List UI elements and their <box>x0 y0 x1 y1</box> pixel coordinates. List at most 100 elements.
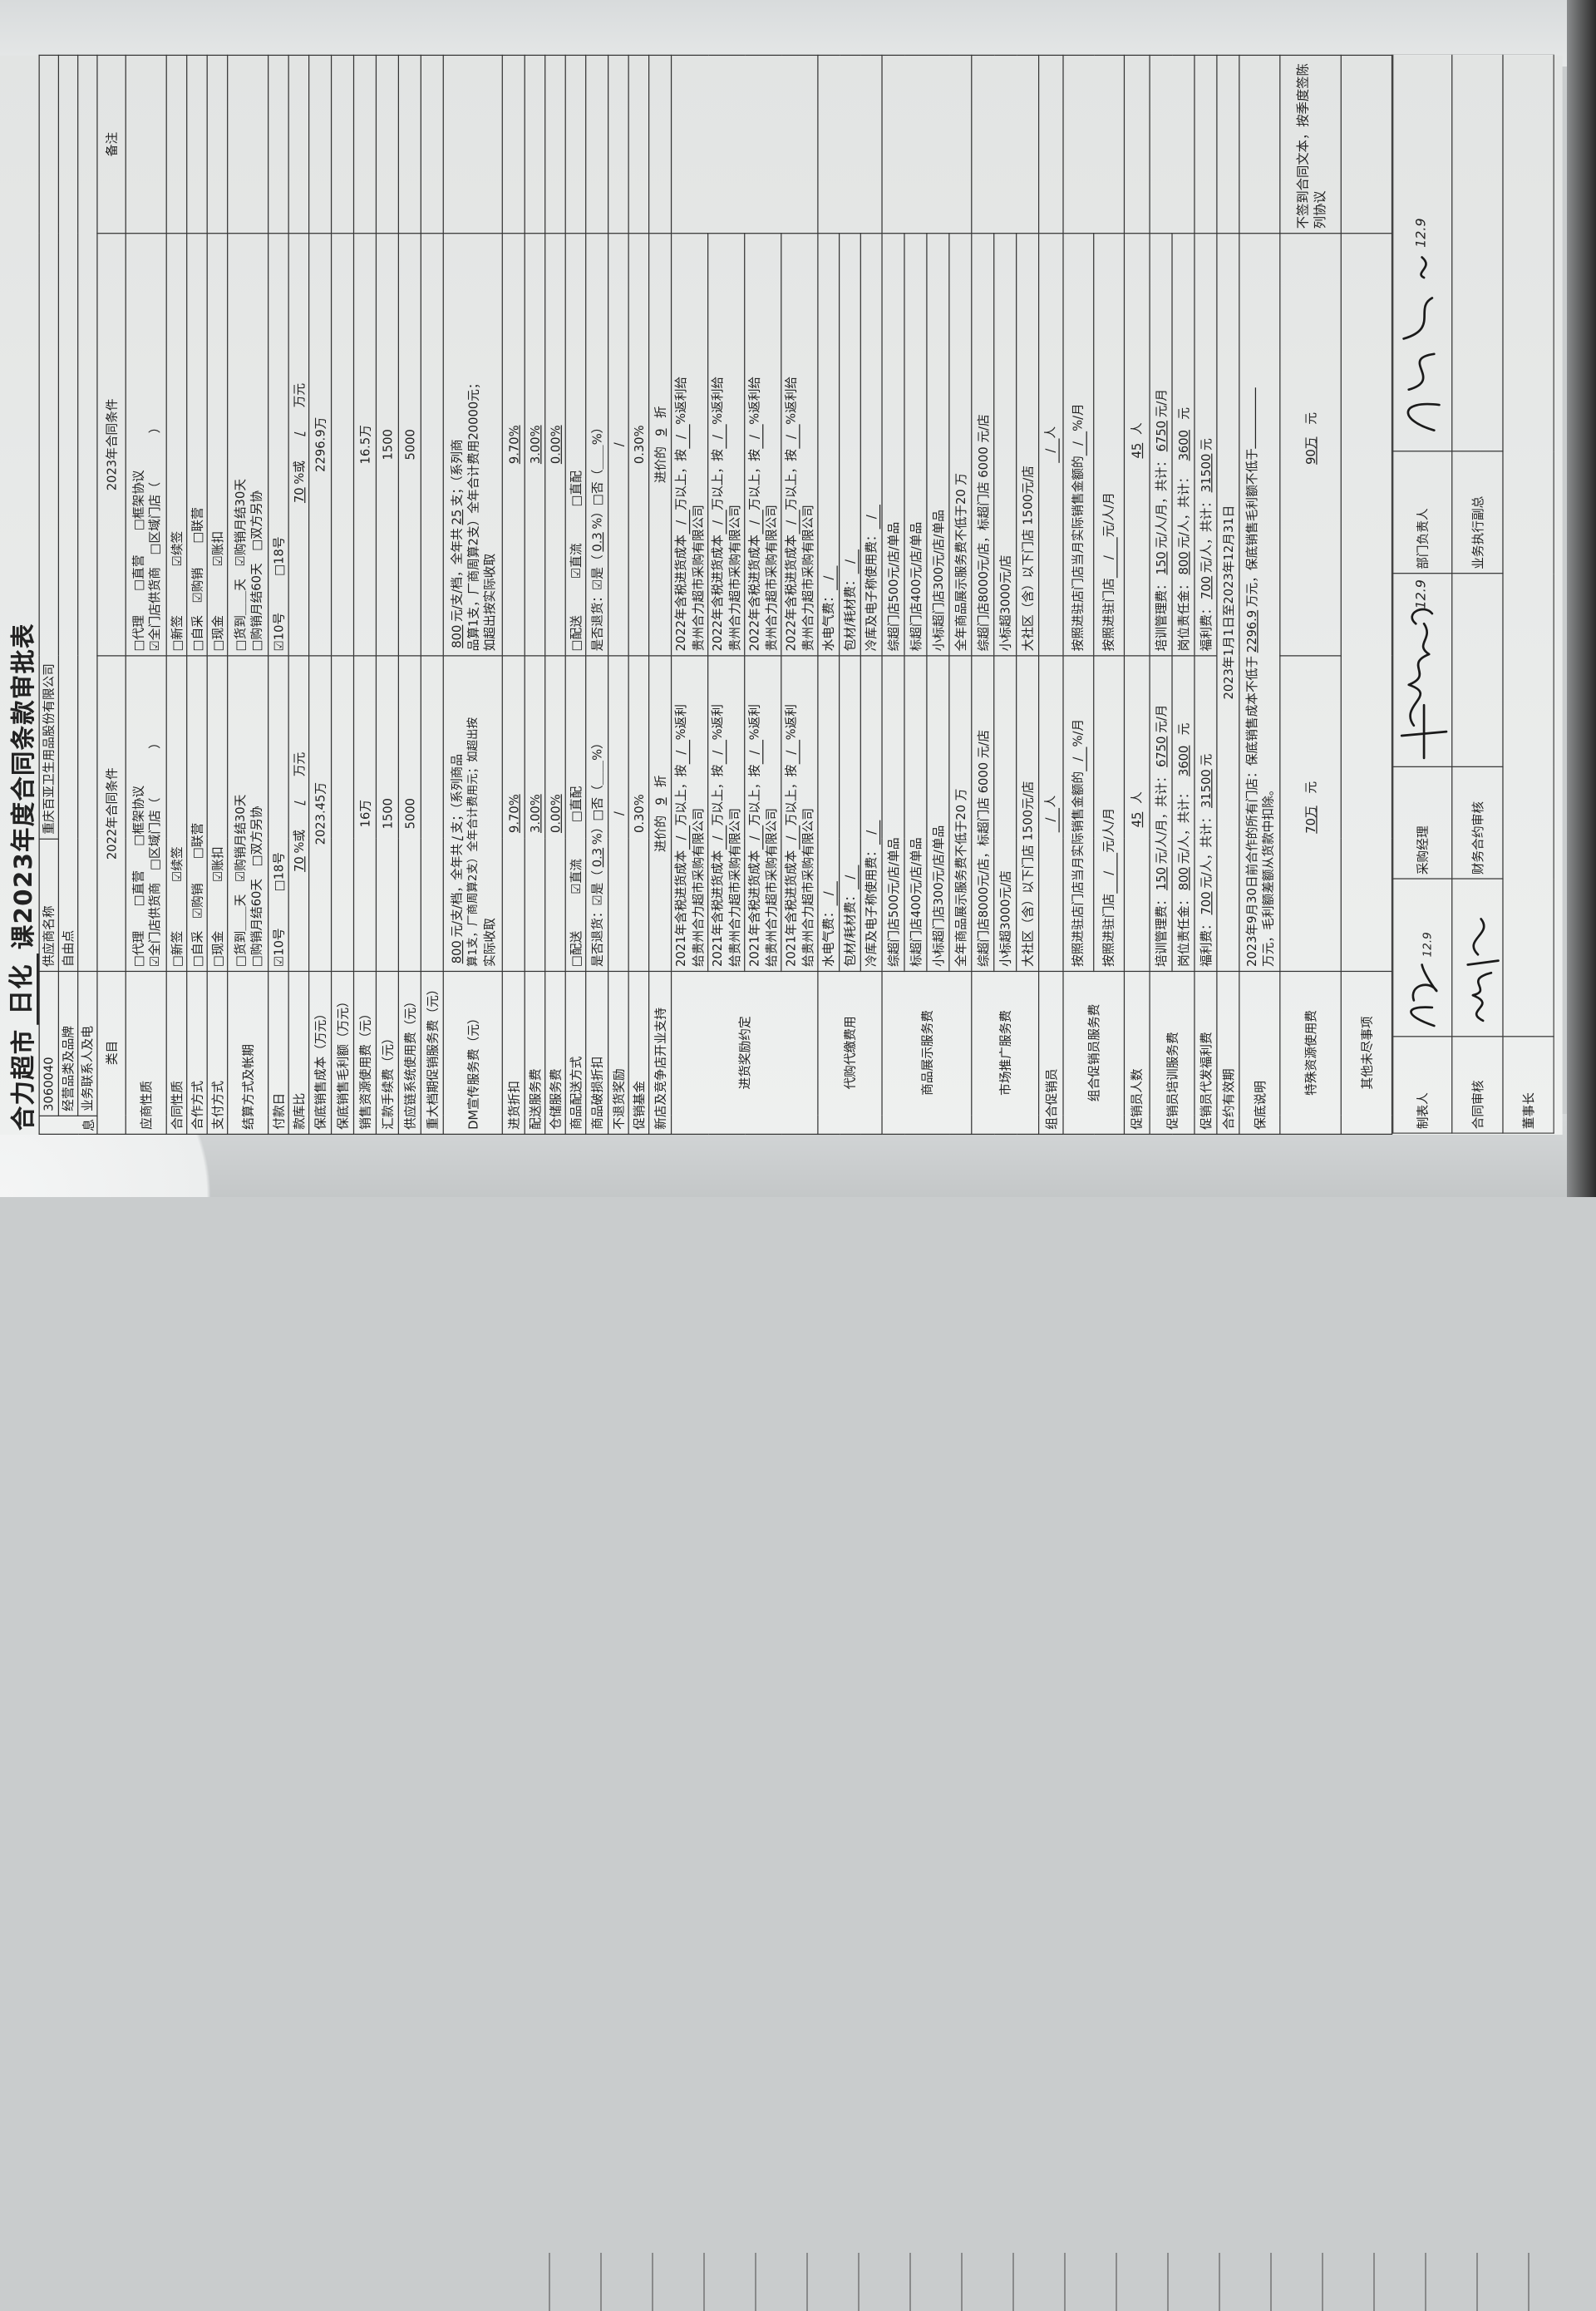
value-2022 <box>331 655 354 972</box>
training-text: 培训管理费： <box>1153 578 1169 652</box>
contract-review-signature[interactable] <box>1451 879 1503 1037</box>
combo-fee-unit: %/月 <box>1071 403 1086 431</box>
checkbox-line[interactable]: □现金 ☑账扣 <box>207 655 228 972</box>
exec-vp-signature[interactable] <box>1451 55 1503 452</box>
remark-cell <box>525 55 545 234</box>
checkbox-line[interactable]: □自采 ☑购销 □联营 <box>186 233 208 656</box>
special-fee-2023: 90万 <box>1303 436 1318 465</box>
display-item: 标超门店400元/店/单品 <box>904 655 927 972</box>
deposit-total: 3600 <box>1175 430 1191 461</box>
checkbox-line[interactable]: ☑10号 □18号 <box>268 655 289 972</box>
marketing-item: 大社区（含）以下门店 1500元/店 <box>1016 655 1039 972</box>
checkbox-line[interactable]: □现金 ☑账扣 <box>207 233 228 656</box>
ratio-percent: 70 <box>291 487 306 504</box>
marketing-item: 综超门店8000元/店，标超门店 6000 元/店 <box>971 233 994 656</box>
damage-text[interactable]: %）□否（＿＿%） <box>589 421 604 530</box>
remark-cell <box>608 55 629 234</box>
value-2022: 9.70% <box>506 794 521 834</box>
remark-header: 备注 <box>96 55 126 234</box>
combo-fee-amount: / <box>1100 537 1118 579</box>
chairman-signature[interactable] <box>1502 55 1554 1037</box>
rebate-text: 2021年含税进货成本 <box>783 850 799 967</box>
checkbox-line[interactable]: □货到＿＿天 ☑购销月结30天 <box>232 478 247 652</box>
checkbox-line[interactable]: □货到＿＿天 ☑购销月结30天 <box>232 794 247 967</box>
special-resource-row: 特殊资源使用费 70万元 90万元 不签到合同文本，按季度签陈列协议 <box>1279 55 1342 1135</box>
damage-percent: 0.3 <box>589 847 604 868</box>
preparer-label: 制表人 <box>1392 1037 1452 1134</box>
welfare-rate: 700 <box>1198 891 1213 915</box>
rebate-text: 2021年含税进货成本 <box>710 850 725 967</box>
welfare-text: 元/人，共计： <box>1198 495 1213 574</box>
remark-cell <box>1216 55 1239 234</box>
rebate-percent: / <box>782 740 800 765</box>
damage-text[interactable]: 是否退货：☑是（ <box>589 870 604 967</box>
row-label: 合作方式 <box>186 971 208 1135</box>
marketing-item: 大社区（含）以下门店 1500元/店 <box>1016 233 1039 656</box>
rebate-amount: / <box>709 825 727 850</box>
row-label: 其他未尽事项 <box>1341 971 1392 1135</box>
damage-text[interactable]: 是否退货：☑是（ <box>589 554 604 652</box>
dm-price: 800 <box>449 940 464 964</box>
signoff-table: 制表人 12.9 采购经理 12.9 部门负责人 <box>1392 55 1554 1134</box>
rebate-percent: / <box>746 424 764 450</box>
row-label: 代购代缴费用 <box>817 971 883 1135</box>
rebate-text: %返利 <box>710 704 725 741</box>
rebate-text: 万以上，按 <box>710 449 725 510</box>
row-label: 促销员培训服务费 <box>1150 971 1195 1135</box>
row-label: 保底说明 <box>1239 971 1280 1135</box>
finance-review-signature[interactable] <box>1451 574 1503 767</box>
guarantee-margin-blank <box>1254 387 1256 449</box>
dm-text: 如超出按实际收取 <box>481 553 496 652</box>
other-matters-row: 其他未尽事项 <box>1341 55 1392 1135</box>
checkbox-line[interactable]: □自采 ☑购销 □联营 <box>186 655 208 972</box>
combo-fee-text: 按照进驻店门店当月实际销售金额的 <box>1071 456 1086 652</box>
checkbox-line[interactable]: □新签 ☑续签 <box>166 233 187 656</box>
rebate-amount: / <box>672 510 691 535</box>
supplier-name-label: 供应商名称 <box>39 839 59 972</box>
remark-cell <box>166 55 187 234</box>
row-label: 汇款手续费（元） <box>376 971 399 1135</box>
checkbox-line[interactable]: ☑全门店供货商 □区域门店（ ） <box>146 737 162 967</box>
contract-review-label: 合同审核 <box>1451 1037 1503 1134</box>
checkbox-line[interactable]: □配送 ☑直流 □直配 <box>565 233 586 656</box>
row-label: 重大档期促销服务费（元） <box>421 971 444 1135</box>
preparer-signature[interactable]: 12.9 <box>1392 879 1452 1037</box>
rebate-text: 给贵州合力超市采购有限公司 <box>764 807 779 967</box>
display-item: 小标超门店300元/店/单品 <box>926 233 949 656</box>
unit: 元 <box>1303 781 1318 794</box>
welfare-text: 福利费： <box>1198 602 1213 652</box>
agency-item: 包材/耗材费： <box>842 889 857 967</box>
agency-value: / <box>841 865 859 889</box>
damage-text[interactable]: %）□否（＿＿%） <box>589 737 604 845</box>
checkbox-line[interactable]: □代理 □直营 □框架协议 <box>131 785 145 967</box>
checkbox-line[interactable]: □新签 ☑续签 <box>166 655 187 972</box>
training-total: 6750 <box>1153 736 1169 767</box>
checkbox-line[interactable]: □购销月结60天 □双方另协 <box>249 490 264 652</box>
remark-cell <box>1038 55 1063 234</box>
remark-cell <box>376 55 399 234</box>
dm-price: 800 <box>449 624 464 648</box>
purchase-manager-label: 采购经理 <box>1392 766 1452 880</box>
row-label: 合约有效期 <box>1216 971 1239 1135</box>
purchase-manager-signature[interactable]: 12.9 <box>1392 574 1452 767</box>
no-return-reward-row: 不退货奖励 / / <box>608 55 629 1135</box>
guarantee-row: 保底说明 2023年9月30日前合作的所有门店：保底销售成本不低于2296.9万… <box>1239 55 1280 1135</box>
checkbox-line[interactable]: □配送 ☑直流 □直配 <box>565 655 586 972</box>
value-2022: 5000 <box>398 655 421 972</box>
checkbox-line[interactable]: ☑10号 □18号 <box>268 233 289 656</box>
agency-item: 水电气费： <box>820 589 835 652</box>
remark-cell <box>207 55 228 234</box>
value-2022: 3.00% <box>527 794 543 834</box>
checkbox-line[interactable]: □代理 □直营 □框架协议 <box>131 470 145 652</box>
new-store-text: 折 <box>653 406 667 419</box>
display-fee-row: 商品展示服务费 综超门店500元/店/单品 综超门店500元/店/单品 <box>882 55 972 1135</box>
checkbox-line[interactable]: ☑全门店供货商 □区域门店（ ） <box>146 421 162 652</box>
row-label: 不退货奖励 <box>608 971 629 1135</box>
checkbox-line[interactable]: □购销月结60天 □双方另协 <box>249 806 264 967</box>
training-unit: 元/月 <box>1153 388 1169 418</box>
combo-fee-text: 按照进驻门店 <box>1101 578 1116 652</box>
row-label: DM宣传服务费（元） <box>443 971 503 1135</box>
form-title: 合力超市 日化 课2023年度合同条款审批表 <box>0 56 39 1135</box>
settlement-row: 结算方式及帐期 □货到＿＿天 ☑购销月结30天 □购销月结60天 □双方另协 □货… <box>227 55 268 1135</box>
dept-head-signature[interactable]: 12.9 <box>1392 55 1452 452</box>
